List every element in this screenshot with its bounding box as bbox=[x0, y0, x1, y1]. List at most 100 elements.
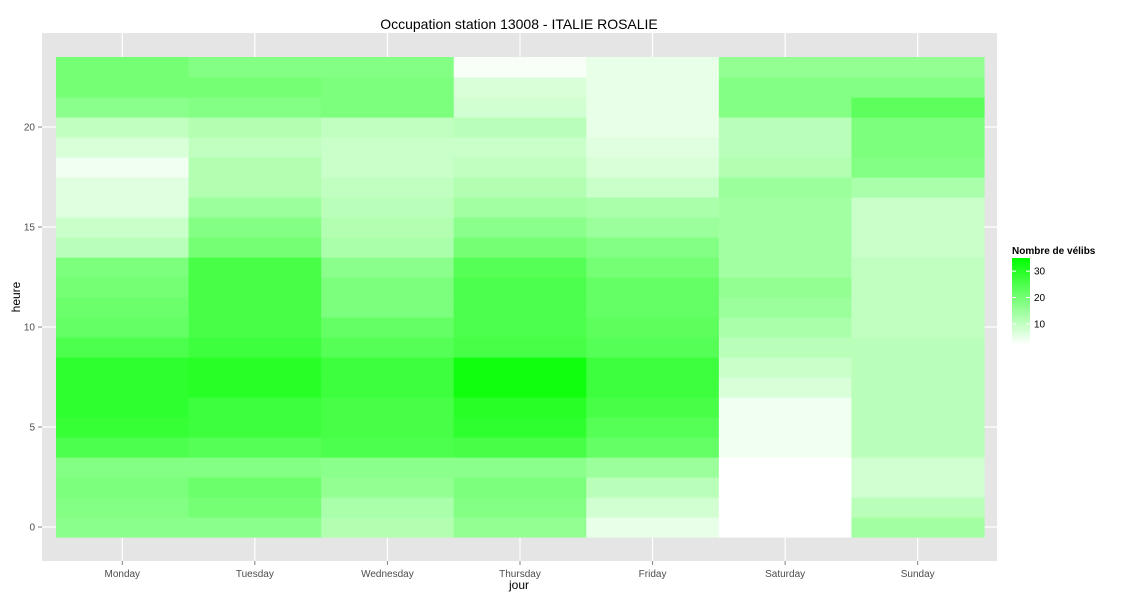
heatmap-tile bbox=[56, 437, 190, 458]
heatmap-tile bbox=[321, 77, 455, 98]
heatmap-tile bbox=[321, 57, 455, 78]
heatmap-tile bbox=[586, 517, 720, 538]
heatmap-tile bbox=[321, 97, 455, 118]
heatmap-tile bbox=[188, 137, 322, 158]
heatmap-tile bbox=[321, 297, 455, 318]
heatmap-tile bbox=[56, 137, 190, 158]
heatmap-tile bbox=[188, 177, 322, 198]
heatmap-tile bbox=[188, 437, 322, 458]
heatmap-tile bbox=[321, 257, 455, 278]
x-tick-label: Wednesday bbox=[361, 569, 414, 580]
heatmap-tile bbox=[56, 417, 190, 438]
heatmap-tile bbox=[56, 117, 190, 138]
y-tick-label: 15 bbox=[24, 223, 36, 234]
x-axis-title: jour bbox=[508, 578, 529, 592]
heatmap-tile bbox=[188, 77, 322, 98]
heatmap-tile bbox=[321, 157, 455, 178]
heatmap-tile bbox=[453, 397, 587, 418]
heatmap-tile bbox=[851, 137, 985, 158]
heatmap-tile bbox=[586, 457, 720, 478]
heatmap-tile bbox=[56, 357, 190, 378]
heatmap-tile bbox=[586, 337, 720, 358]
heatmap-tile bbox=[718, 97, 853, 118]
y-tick-label: 20 bbox=[24, 123, 36, 134]
heatmap-tile bbox=[321, 477, 455, 498]
heatmap-tile bbox=[851, 257, 985, 278]
heatmap-tile bbox=[586, 217, 720, 238]
heatmap-tile bbox=[718, 377, 853, 398]
heatmap-tile bbox=[453, 477, 587, 498]
heatmap-tile bbox=[453, 157, 587, 178]
heatmap-tile bbox=[321, 357, 455, 378]
heatmap-tile bbox=[718, 357, 853, 378]
heatmap-tile bbox=[851, 377, 985, 398]
heatmap-tile bbox=[718, 117, 853, 138]
heatmap-tile bbox=[188, 337, 322, 358]
heatmap-tile bbox=[586, 257, 720, 278]
heatmap-tile bbox=[56, 177, 190, 198]
heatmap-tile bbox=[851, 237, 985, 258]
x-tick-label: Monday bbox=[104, 569, 140, 580]
heatmap-tile bbox=[586, 177, 720, 198]
heatmap-tile bbox=[718, 217, 853, 238]
heatmap-tile bbox=[851, 317, 985, 338]
heatmap-tile bbox=[188, 297, 322, 318]
legend-colorbar bbox=[1012, 258, 1030, 345]
heatmap-tile bbox=[56, 277, 190, 298]
heatmap-tile bbox=[188, 397, 322, 418]
heatmap-tile bbox=[718, 497, 853, 518]
heatmap-tile bbox=[851, 97, 985, 118]
heatmap-tile bbox=[321, 397, 455, 418]
heatmap-tile bbox=[188, 97, 322, 118]
heatmap-tile bbox=[453, 177, 587, 198]
heatmap-tile bbox=[586, 137, 720, 158]
y-axis-title: heure bbox=[9, 281, 23, 312]
heatmap-tile bbox=[851, 217, 985, 238]
heatmap-tile bbox=[586, 437, 720, 458]
heatmap-tile bbox=[851, 477, 985, 498]
y-axis: 0 5 10 15 20 bbox=[24, 123, 42, 534]
heatmap-tile bbox=[586, 317, 720, 338]
heatmap-tile bbox=[586, 237, 720, 258]
heatmap-tile bbox=[718, 197, 853, 218]
heatmap-tile bbox=[586, 57, 720, 78]
heatmap-tile bbox=[56, 217, 190, 238]
legend-label: 20 bbox=[1034, 293, 1046, 304]
heatmap-tile bbox=[56, 477, 190, 498]
heatmap-tile bbox=[188, 357, 322, 378]
heatmap-tile bbox=[56, 77, 190, 98]
heatmap-tile bbox=[586, 197, 720, 218]
heatmap-tile bbox=[453, 197, 587, 218]
heatmap-tile bbox=[851, 57, 985, 78]
heatmap-tile bbox=[188, 217, 322, 238]
heatmap-tile bbox=[321, 437, 455, 458]
legend-ticks: 10 20 30 bbox=[1012, 267, 1046, 330]
y-tick-label: 0 bbox=[29, 523, 35, 534]
heatmap-tile bbox=[321, 517, 455, 538]
chart-title: Occupation station 13008 - ITALIE ROSALI… bbox=[380, 16, 658, 32]
heatmap-tile bbox=[453, 437, 587, 458]
heatmap-tile bbox=[851, 357, 985, 378]
heatmap-tile bbox=[188, 277, 322, 298]
heatmap-tile bbox=[718, 157, 853, 178]
heatmap-tile bbox=[718, 477, 853, 498]
heatmap-tile bbox=[718, 57, 853, 78]
heatmap-tile bbox=[586, 357, 720, 378]
heatmap-tile bbox=[851, 417, 985, 438]
heatmap-tile bbox=[718, 337, 853, 358]
x-tick-label: Sunday bbox=[901, 569, 935, 580]
heatmap-tile bbox=[321, 317, 455, 338]
heatmap-tile bbox=[453, 137, 587, 158]
heatmap-tile bbox=[188, 477, 322, 498]
heatmap-tile bbox=[851, 397, 985, 418]
heatmap-tile bbox=[56, 337, 190, 358]
heatmap-tile bbox=[321, 117, 455, 138]
y-tick-label: 5 bbox=[29, 423, 35, 434]
heatmap-tiles bbox=[56, 57, 985, 538]
heatmap-tile bbox=[453, 57, 587, 78]
heatmap-tile bbox=[321, 217, 455, 238]
heatmap-tile bbox=[321, 237, 455, 258]
heatmap-tile bbox=[718, 297, 853, 318]
legend-label: 10 bbox=[1034, 319, 1046, 330]
